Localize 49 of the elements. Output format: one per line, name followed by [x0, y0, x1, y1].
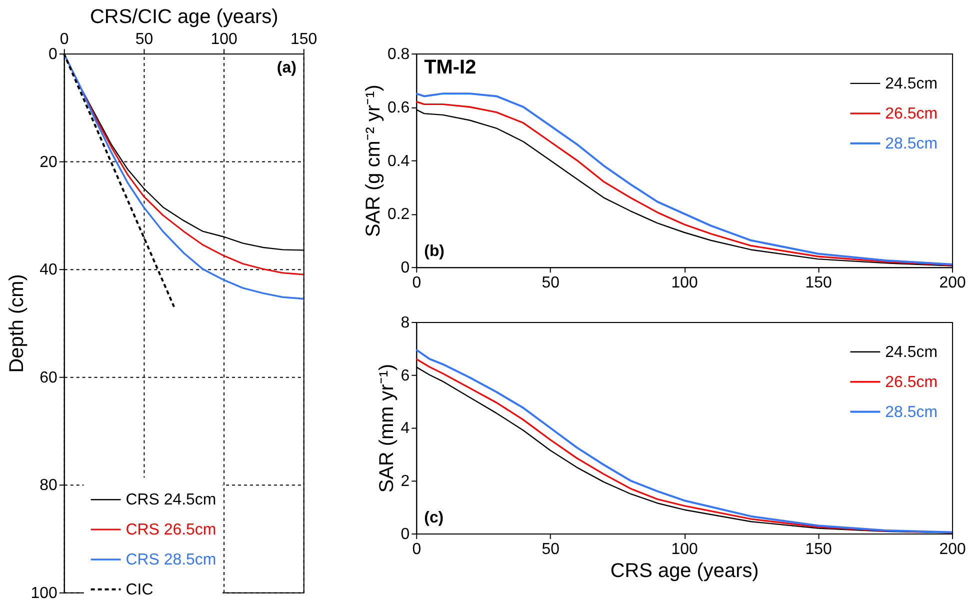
y-tick-label: 0.6 [387, 99, 410, 116]
legend-label: 26.5cm [885, 374, 938, 391]
x-axis-title: CRS/CIC age (years) [90, 6, 278, 28]
legend-label: 28.5cm [885, 135, 938, 152]
y-axis-title: SAR (mm yr⁻¹) [376, 364, 398, 493]
x-tick-label: 100 [210, 31, 238, 48]
legend-label: CIC [126, 581, 154, 598]
y-tick-label: 20 [40, 154, 58, 171]
x-tick-label: 200 [939, 540, 966, 558]
x-tick-label: 0 [412, 274, 422, 292]
y-tick-label: 100 [30, 584, 58, 602]
x-axis-title: CRS age (years) [610, 560, 759, 582]
annotation: (a) [276, 59, 296, 76]
legend-label: CRS 24.5cm [126, 492, 216, 509]
y-tick-label: 4 [400, 420, 410, 438]
x-tick-label: 150 [290, 31, 318, 48]
x-tick-label: 50 [542, 274, 560, 292]
y-tick-label: 60 [40, 369, 58, 386]
legend-label: 24.5cm [885, 75, 938, 92]
legend-label: CRS 26.5cm [126, 522, 216, 539]
annotation: (c) [424, 510, 444, 527]
x-tick-label: 150 [805, 274, 832, 292]
x-tick-label: 50 [135, 31, 154, 48]
y-axis-title: Depth (cm) [6, 274, 28, 373]
y-axis-title: SAR (g cm⁻² yr⁻¹) [362, 84, 384, 238]
x-tick-label: 100 [671, 274, 698, 292]
y-tick-label: 6 [400, 367, 410, 384]
y-tick-label: 0 [400, 526, 410, 544]
y-tick-label: 80 [40, 477, 58, 494]
legend-label: 28.5cm [885, 404, 938, 421]
annotation: TM-I2 [424, 56, 476, 78]
legend-label: CRS 28.5cm [126, 551, 216, 568]
y-tick-label: 0.4 [387, 152, 410, 170]
x-tick-label: 200 [939, 274, 966, 292]
y-tick-label: 2 [400, 473, 410, 490]
y-tick-label: 0.8 [387, 46, 410, 64]
legend-label: 26.5cm [885, 105, 938, 122]
y-tick-label: 40 [40, 262, 58, 279]
y-tick-label: 8 [400, 314, 410, 332]
y-tick-label: 0 [400, 260, 410, 277]
x-tick-label: 50 [542, 540, 560, 558]
legend-label: 24.5cm [885, 344, 938, 361]
x-tick-label: 100 [671, 540, 698, 558]
x-tick-label: 0 [412, 540, 422, 558]
annotation: (b) [424, 243, 444, 260]
x-tick-label: 0 [60, 31, 69, 48]
y-tick-label: 0 [48, 46, 58, 64]
y-tick-label: 0.2 [387, 206, 410, 224]
x-tick-label: 150 [805, 540, 832, 558]
